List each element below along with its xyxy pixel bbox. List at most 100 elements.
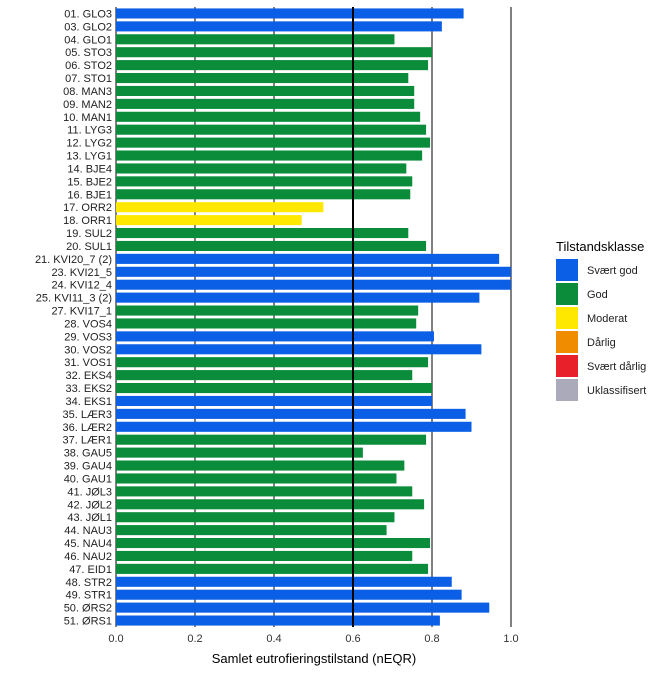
y-tick-label: 01. GLO3 <box>64 8 112 20</box>
bar-layer <box>116 8 511 626</box>
y-tick-label: 36. LÆR2 <box>62 422 112 434</box>
y-tick-label: 40. GAU1 <box>64 473 112 485</box>
x-tick-labels: 0.0 0.2 0.4 0.6 0.8 1.0 <box>108 633 518 645</box>
y-tick-label: 45. NAU4 <box>64 538 112 550</box>
y-tick-label: 19. SUL2 <box>66 228 112 240</box>
y-tick-label: 16. BJE1 <box>67 189 112 201</box>
y-tick-label: 29. VOS3 <box>64 331 112 343</box>
bar <box>116 111 421 122</box>
y-tick-label: 35. LÆR3 <box>62 409 112 421</box>
bar <box>116 486 413 497</box>
y-tick-label: 25. KVI11_3 (2) <box>36 293 112 305</box>
bar <box>116 176 413 187</box>
bar <box>116 370 413 381</box>
bar <box>116 124 427 135</box>
bar <box>116 589 462 600</box>
bar <box>116 34 395 45</box>
y-tick-label: 14. BJE4 <box>67 163 112 175</box>
y-tick-label: 15. BJE2 <box>67 176 112 188</box>
bar <box>116 189 411 200</box>
legend-swatch <box>556 259 578 281</box>
legend-swatch <box>556 331 578 353</box>
y-tick-label: 28. VOS4 <box>64 318 112 330</box>
bar <box>116 202 324 213</box>
x-tick-label: 0.0 <box>108 633 123 645</box>
legend-swatch <box>556 307 578 329</box>
legend-swatch <box>556 355 578 377</box>
x-axis-title: Samlet eutrofieringstilstand (nEQR) <box>212 651 416 666</box>
y-tick-label: 10. MAN1 <box>63 112 112 124</box>
legend-label: Uklassifisert <box>587 385 646 397</box>
legend-label: Moderat <box>587 313 627 325</box>
y-tick-label: 44. NAU3 <box>64 525 112 537</box>
bar <box>116 512 395 523</box>
bar <box>116 383 432 394</box>
y-tick-label: 18. ORR1 <box>63 215 112 227</box>
y-tick-label: 20. SUL1 <box>66 241 112 253</box>
bar <box>116 279 511 290</box>
bar <box>116 563 429 574</box>
legend-label: Svært dårlig <box>587 361 646 373</box>
bar <box>116 240 427 251</box>
y-tick-label: 06. STO2 <box>65 60 112 72</box>
y-tick-label: 33. EKS2 <box>66 383 112 395</box>
bar <box>116 318 417 329</box>
bar <box>116 73 409 84</box>
y-tick-label: 24. KVI12_4 <box>51 280 112 292</box>
bar <box>116 150 423 161</box>
y-tick-label: 11. LYG3 <box>67 125 112 137</box>
y-tick-label: 42. JØL2 <box>67 499 112 511</box>
bar <box>116 228 409 239</box>
y-tick-label: 23. KVI21_5 <box>51 267 112 279</box>
bar <box>116 266 511 277</box>
bar <box>116 163 407 174</box>
y-tick-label: 43. JØL1 <box>67 512 112 524</box>
y-tick-label: 49. STR1 <box>66 590 112 602</box>
x-tick-label: 0.6 <box>345 633 360 645</box>
y-tick-label: 09. MAN2 <box>63 99 112 111</box>
y-tick-label: 17. ORR2 <box>63 202 112 214</box>
x-tick-label: 0.8 <box>424 633 439 645</box>
bar <box>116 473 397 484</box>
bar <box>116 550 413 561</box>
bar <box>116 331 434 342</box>
y-tick-label: 39. GAU4 <box>64 461 112 473</box>
bar <box>116 98 415 109</box>
legend-label: Dårlig <box>587 337 616 349</box>
bar <box>116 8 464 19</box>
bar <box>116 408 466 419</box>
bar <box>116 47 432 58</box>
legend-label: Svært god <box>587 265 638 277</box>
y-tick-label: 51. ØRS1 <box>64 616 112 628</box>
bar <box>116 305 419 316</box>
y-tick-label: 41. JØL3 <box>67 486 112 498</box>
bar <box>116 60 429 71</box>
y-tick-label: 05. STO3 <box>65 47 112 59</box>
y-tick-label: 47. EID1 <box>69 564 112 576</box>
bar <box>116 434 427 445</box>
bar <box>116 344 482 355</box>
y-tick-label: 04. GLO1 <box>64 34 112 46</box>
x-tick-label: 1.0 <box>503 633 518 645</box>
y-tick-label: 32. EKS4 <box>66 370 112 382</box>
bar <box>116 602 490 613</box>
bar <box>116 85 415 96</box>
y-tick-label: 07. STO1 <box>65 73 112 85</box>
y-tick-label: 12. LYG2 <box>66 138 112 150</box>
y-tick-label: 34. EKS1 <box>66 396 112 408</box>
y-tick-label: 31. VOS1 <box>64 357 112 369</box>
bar <box>116 292 480 303</box>
bar <box>116 447 363 458</box>
y-tick-label: 46. NAU2 <box>64 551 112 563</box>
y-tick-label: 38. GAU5 <box>64 448 112 460</box>
bar <box>116 357 429 368</box>
y-tick-label: 03. GLO2 <box>64 21 112 33</box>
bar <box>116 615 440 626</box>
bar <box>116 421 472 432</box>
x-tick-label: 0.4 <box>266 633 281 645</box>
legend-title: Tilstandsklasse <box>556 239 644 254</box>
y-tick-label: 08. MAN3 <box>63 86 112 98</box>
y-tick-label: 27. KVI17_1 <box>51 306 112 318</box>
